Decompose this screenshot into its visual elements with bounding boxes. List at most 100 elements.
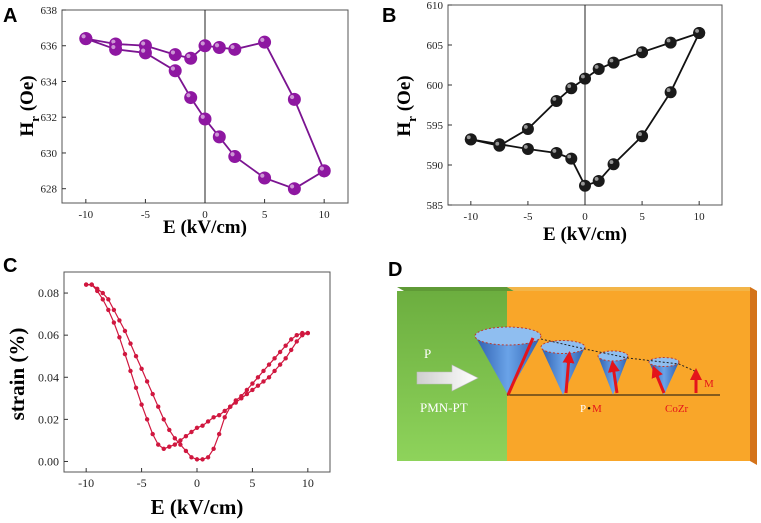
data-point-c (139, 366, 144, 372)
data-point-c (100, 290, 105, 296)
data-point-c (266, 362, 272, 367)
x-tick-label-a: 0 (202, 209, 208, 221)
data-point-b (664, 86, 677, 99)
data-point-c (272, 368, 277, 374)
data-point-highlight-a (214, 132, 220, 137)
data-point-highlight-b (580, 181, 585, 186)
data-point-highlight-a (230, 44, 235, 50)
data-point-highlight-b (552, 96, 557, 101)
data-point-c (255, 383, 261, 388)
x-tick-label-c: 10 (302, 476, 314, 490)
magnetization-arrow-4 (651, 365, 666, 394)
precession-cone-1 (475, 336, 541, 395)
y-tick-label-a: 630 (41, 148, 58, 160)
data-point-c (244, 391, 250, 397)
data-point-b (607, 56, 620, 69)
dot-operator: • (587, 403, 591, 415)
cozr-layer (507, 291, 750, 461)
data-point-c (139, 402, 144, 407)
data-point-b (579, 179, 591, 192)
y-tick-label-b: 610 (427, 0, 444, 12)
data-point-c (172, 436, 178, 441)
data-point-highlight-b (523, 144, 528, 149)
data-point-c (178, 442, 183, 447)
data-point-highlight-a (186, 93, 191, 98)
data-point-highlight-a (170, 50, 176, 55)
data-point-highlight-a (186, 53, 191, 59)
data-point-b (565, 152, 578, 165)
data-point-c (283, 356, 288, 361)
data-point-highlight-b (495, 141, 500, 146)
data-point-c (156, 442, 161, 447)
y-tick-label-a: 636 (41, 41, 58, 53)
data-point-c (161, 417, 166, 422)
data-point-b (636, 130, 649, 143)
panel-label-b: B (382, 5, 396, 27)
p-dot-m-label: P•M (580, 403, 602, 415)
x-tick-label-b: 5 (639, 211, 645, 223)
data-point-b (493, 139, 506, 152)
data-point-c (178, 438, 183, 443)
data-point-c (250, 381, 255, 386)
data-point-c (289, 347, 294, 353)
data-point-a (168, 48, 182, 62)
data-point-highlight-b (666, 88, 671, 93)
data-point-c (150, 431, 155, 437)
data-point-c (106, 297, 111, 302)
data-point-highlight-b (523, 124, 528, 129)
data-point-c (200, 457, 205, 462)
x-tick-label-b: -10 (463, 211, 478, 223)
data-point-c (233, 398, 238, 403)
data-point-a (212, 41, 226, 55)
data-point-c (172, 442, 178, 447)
ticks-c: -10 -5 0 5 10 0.00 0.02 0.04 0.06 0.08 (38, 286, 314, 490)
data-point-c (167, 427, 172, 433)
green-slab-top (397, 287, 514, 291)
data-point-a (168, 64, 182, 78)
data-point-highlight-b (580, 74, 585, 79)
data-point-c (89, 282, 94, 287)
data-point-c (106, 307, 111, 313)
data-point-highlight-a (260, 37, 265, 42)
y-axis-label-a-main: H (17, 122, 38, 137)
data-point-highlight-a (141, 41, 146, 46)
data-point-c (300, 330, 305, 336)
ticks-a: -10 -5 0 5 10 628 630 632 634 636 638 (41, 5, 331, 221)
data-point-c (183, 448, 189, 454)
data-point-b (521, 143, 534, 155)
data-point-c (222, 415, 227, 420)
x-axis-label-b: E (kV/cm) (543, 224, 627, 245)
panel-label-d: D (388, 259, 402, 281)
data-point-c (255, 375, 261, 380)
pmn-pt-label: PMN-PT (420, 400, 468, 415)
data-point-highlight-b (695, 28, 699, 33)
data-point-highlight-a (290, 94, 295, 100)
data-point-c (189, 455, 194, 460)
data-point-c (133, 385, 139, 390)
ticks-b: -10 -5 0 5 10 585 590 595 600 605 610 (427, 0, 706, 223)
polarization-label: P (424, 346, 431, 361)
x-axis-label-c: E (kV/cm) (151, 495, 244, 519)
data-point-highlight-a (141, 48, 146, 53)
data-point-c (122, 328, 128, 334)
y-axis-label-a: Hr (Oe) (17, 75, 42, 136)
y-tick-label-b: 590 (427, 160, 444, 172)
y-axis-label-a-unit: (Oe) (17, 75, 38, 116)
data-point-highlight-b (609, 58, 614, 63)
x-tick-label-c: -5 (137, 476, 147, 490)
y-axis-label-b-unit: (Oe) (394, 75, 415, 116)
magnetization-arrow-2 (562, 351, 575, 394)
x-tick-label-c: 0 (194, 476, 200, 490)
data-point-a (109, 42, 123, 56)
magnetization-label: M (704, 378, 714, 390)
data-point-highlight-b (567, 154, 572, 159)
data-point-a (228, 150, 242, 164)
data-point-c (144, 379, 150, 384)
y-tick-label-a: 628 (41, 184, 58, 196)
data-point-b (565, 82, 578, 95)
data-point-c (183, 434, 189, 439)
data-point-highlight-b (552, 148, 557, 153)
x-tick-label-b: 0 (582, 211, 588, 223)
